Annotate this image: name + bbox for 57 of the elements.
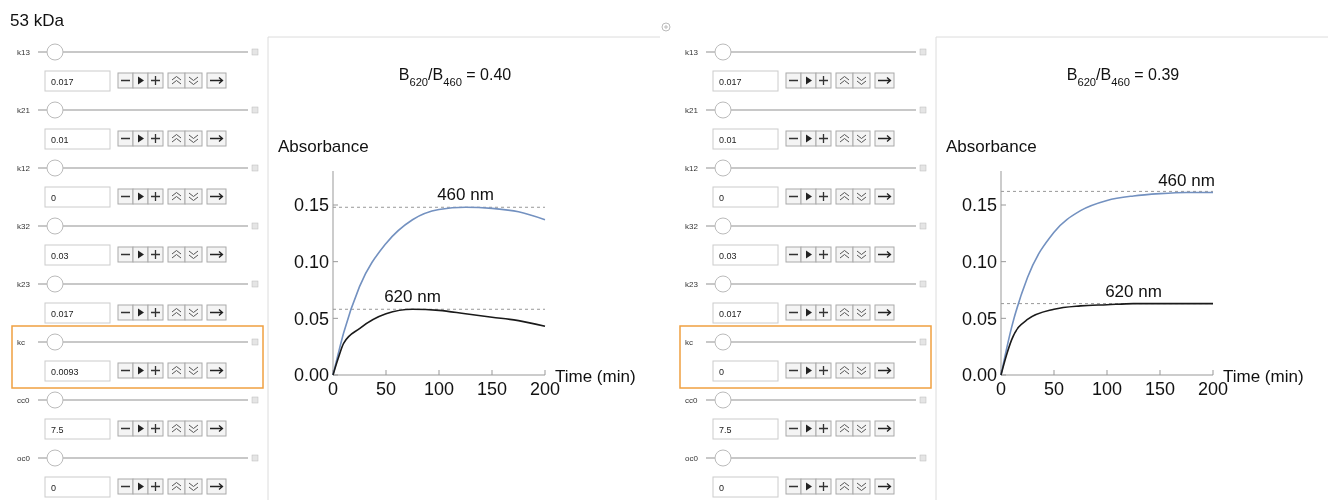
text: 0.017 [719,77,742,87]
series-label: 460 nm [1158,170,1215,190]
text: 0 [51,483,57,493]
x-tick-label: 50 [375,379,397,399]
text: k23 [17,280,31,289]
text: kc [17,338,25,347]
text: 53 kDa [10,11,65,30]
text: cc0 [685,396,698,405]
y-tick-label: 0.10 [961,251,997,272]
y-tick-label: 0.00 [293,365,329,386]
text: 0.01 [719,135,737,145]
y-tick-label: 0.05 [961,308,997,329]
text: 7.5 [51,425,64,435]
text: 0 [719,193,725,203]
text: 7.5 [719,425,732,435]
text: k12 [17,164,31,173]
y-tick-label: 0.10 [293,251,329,272]
text: 0 [719,483,725,493]
text: oc0 [17,454,31,463]
text: k13 [685,48,699,57]
text: 0.03 [719,251,737,261]
text: 0 [51,193,57,203]
text: 0.017 [719,309,742,319]
x-tick-label: 0 [995,379,1007,399]
text: k32 [17,222,31,231]
text: k21 [17,106,31,115]
x-tick-label: 100 [1091,379,1123,399]
y-axis-title: Absorbance [946,137,1037,156]
y-axis-title: Absorbance [278,137,369,156]
x-tick-label: 100 [423,379,455,399]
y-tick-label: 0.15 [293,195,329,216]
series-label: 620 nm [384,287,441,307]
x-tick-label: 150 [476,379,508,399]
y-tick-label: 0.00 [961,365,997,386]
text: 0.03 [51,251,69,261]
chart-title: B$_{620}$/B$_{460}$ = 0.39 [1066,66,1180,88]
text: k21 [685,106,699,115]
text: k32 [685,222,699,231]
text: 0 [719,367,725,377]
y-tick-label: 0.05 [293,308,329,329]
series-label: 620 nm [1105,281,1162,301]
x-tick-label: 0 [327,379,339,399]
text: 0.01 [51,135,69,145]
text: kc [685,338,693,347]
text: 0.017 [51,309,74,319]
y-tick-label: 0.15 [961,195,997,216]
text: k13 [17,48,31,57]
x-tick-label: 50 [1043,379,1065,399]
x-tick-label: 150 [1144,379,1176,399]
text: k23 [685,280,699,289]
chart-title: B$_{620}$/B$_{460}$ = 0.40 [398,66,512,88]
text: cc0 [17,396,30,405]
text: 0.0093 [51,367,79,377]
text: k12 [685,164,699,173]
text: 0.017 [51,77,74,87]
series-label: 460 nm [437,185,494,205]
text: oc0 [685,454,699,463]
